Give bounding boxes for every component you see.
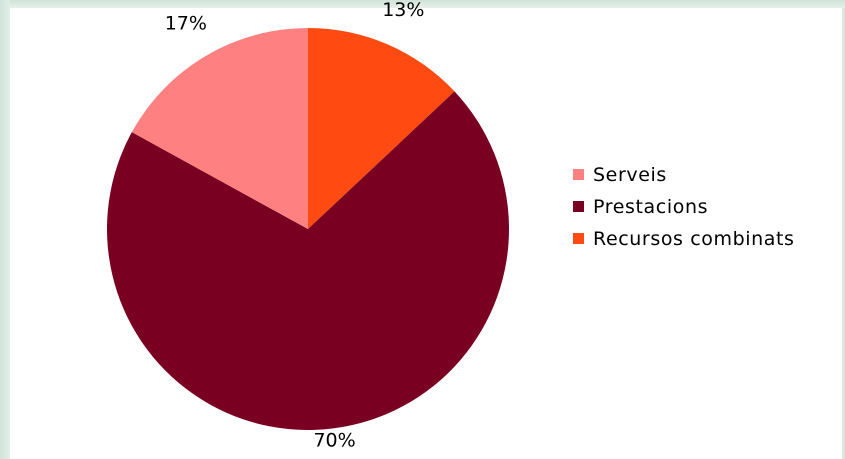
legend-swatch-prestacions (573, 201, 584, 212)
legend-swatch-serveis (573, 169, 584, 180)
pie-slices (107, 28, 510, 430)
data-label-serveis: 17% (165, 12, 207, 34)
background-band-top (0, 0, 845, 8)
data-label-prestacions: 70% (313, 429, 355, 451)
legend-label-prestacions: Prestacions (593, 196, 708, 218)
pie-slice-recursos-combinats (308, 28, 455, 229)
data-label-recursos-combinats: 13% (382, 0, 424, 21)
legend-swatch-recursos-combinats (573, 233, 584, 244)
legend-label-serveis: Serveis (593, 164, 667, 186)
pie-slice-prestacions (107, 91, 510, 430)
legend: Serveis Prestacions Recursos combinats (573, 164, 795, 250)
background-band-left (0, 0, 10, 459)
percentage-labels: 13% 70% 17% (165, 0, 425, 451)
pie-slice-serveis (131, 28, 308, 229)
legend-label-recursos-combinats: Recursos combinats (593, 228, 795, 250)
